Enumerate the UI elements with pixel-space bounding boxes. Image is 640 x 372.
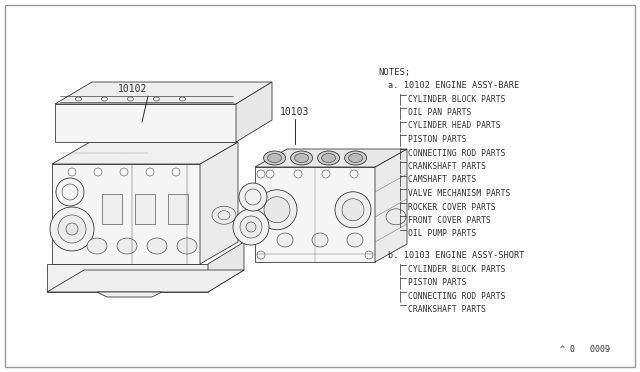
Ellipse shape	[342, 199, 364, 221]
Ellipse shape	[264, 151, 285, 165]
Polygon shape	[97, 292, 162, 297]
Text: NOTES;: NOTES;	[378, 68, 410, 77]
Text: CYLINDER BLOCK PARTS: CYLINDER BLOCK PARTS	[408, 94, 506, 103]
Ellipse shape	[277, 233, 293, 247]
Polygon shape	[135, 194, 155, 224]
Ellipse shape	[312, 233, 328, 247]
Text: OIL PUMP PARTS: OIL PUMP PARTS	[408, 230, 476, 238]
Ellipse shape	[344, 151, 367, 165]
Polygon shape	[255, 149, 407, 167]
Ellipse shape	[87, 238, 107, 254]
Polygon shape	[52, 164, 200, 264]
Text: VALVE MECHANISM PARTS: VALVE MECHANISM PARTS	[408, 189, 510, 198]
Ellipse shape	[268, 154, 282, 163]
Text: CONNECTING ROD PARTS: CONNECTING ROD PARTS	[408, 148, 506, 157]
Polygon shape	[375, 149, 407, 262]
Text: PISTON PARTS: PISTON PARTS	[408, 135, 467, 144]
Polygon shape	[255, 167, 375, 262]
Ellipse shape	[239, 183, 267, 211]
Text: PISTON PARTS: PISTON PARTS	[408, 278, 467, 287]
Polygon shape	[55, 104, 236, 142]
Text: a. 10102 ENGINE ASSY-BARE: a. 10102 ENGINE ASSY-BARE	[388, 81, 519, 90]
Ellipse shape	[147, 238, 167, 254]
Text: CONNECTING ROD PARTS: CONNECTING ROD PARTS	[408, 292, 506, 301]
Ellipse shape	[317, 151, 340, 165]
Ellipse shape	[294, 154, 308, 163]
Ellipse shape	[246, 222, 256, 232]
Ellipse shape	[66, 223, 78, 235]
Ellipse shape	[349, 154, 363, 163]
Polygon shape	[52, 142, 238, 164]
Ellipse shape	[335, 192, 371, 228]
Polygon shape	[236, 82, 272, 142]
Ellipse shape	[291, 151, 312, 165]
Ellipse shape	[233, 209, 269, 245]
Ellipse shape	[177, 238, 197, 254]
Ellipse shape	[50, 207, 94, 251]
Text: ^ 0   0009: ^ 0 0009	[560, 345, 610, 354]
Polygon shape	[168, 194, 188, 224]
Ellipse shape	[347, 233, 363, 247]
Ellipse shape	[257, 190, 297, 230]
Text: b. 10103 ENGINE ASSY-SHORT: b. 10103 ENGINE ASSY-SHORT	[388, 251, 525, 260]
Text: ROCKER COVER PARTS: ROCKER COVER PARTS	[408, 202, 496, 212]
Text: CRANKSHAFT PARTS: CRANKSHAFT PARTS	[408, 162, 486, 171]
Polygon shape	[47, 264, 208, 292]
Text: 10102: 10102	[118, 84, 147, 94]
Text: 10103: 10103	[280, 107, 309, 117]
Text: OIL PAN PARTS: OIL PAN PARTS	[408, 108, 472, 117]
Ellipse shape	[58, 215, 86, 243]
Polygon shape	[47, 270, 244, 292]
Text: CYLINDER HEAD PARTS: CYLINDER HEAD PARTS	[408, 122, 500, 131]
Polygon shape	[55, 82, 272, 104]
Polygon shape	[208, 242, 244, 292]
Text: CAMSHAFT PARTS: CAMSHAFT PARTS	[408, 176, 476, 185]
Text: CYLINDER BLOCK PARTS: CYLINDER BLOCK PARTS	[408, 264, 506, 273]
Ellipse shape	[264, 197, 290, 223]
Polygon shape	[102, 194, 122, 224]
Ellipse shape	[117, 238, 137, 254]
Polygon shape	[200, 142, 238, 264]
Ellipse shape	[322, 154, 335, 163]
Ellipse shape	[240, 216, 262, 238]
Text: FRONT COVER PARTS: FRONT COVER PARTS	[408, 216, 491, 225]
Text: CRANKSHAFT PARTS: CRANKSHAFT PARTS	[408, 305, 486, 314]
